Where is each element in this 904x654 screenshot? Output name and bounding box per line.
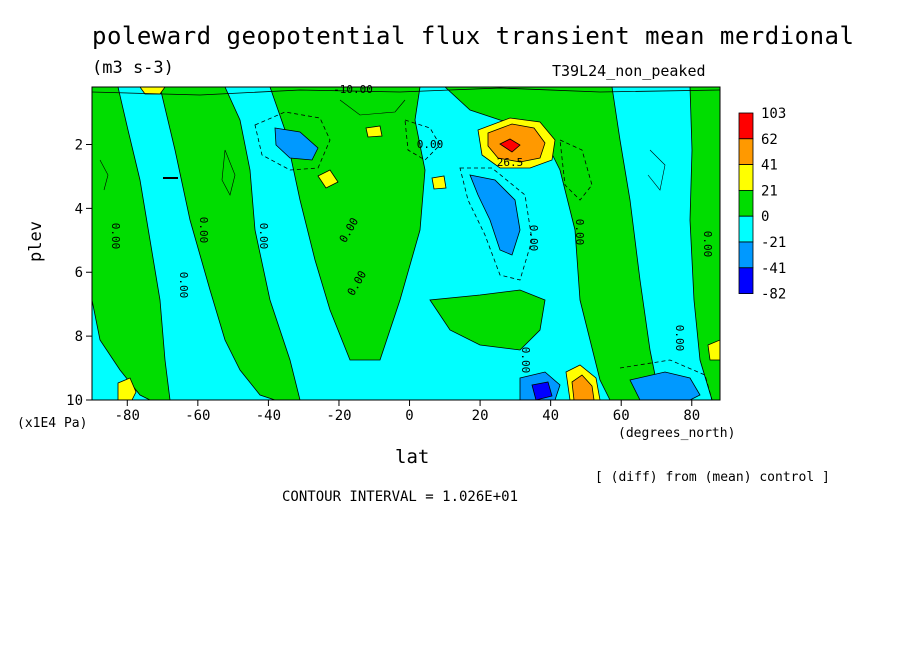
x-axis-units: (degrees_north)	[618, 426, 736, 441]
plot-frame	[91, 86, 721, 401]
contour-label: -10.00	[333, 83, 373, 96]
contour-label: 0.00	[701, 231, 714, 258]
legend-level-label: 62	[761, 132, 778, 148]
positive-maximum	[431, 175, 447, 190]
positive-maximum	[499, 138, 521, 153]
y-tick-label: 10	[66, 393, 83, 409]
chart-units: (m3 s-3)	[92, 58, 174, 78]
negative-contour	[459, 167, 533, 281]
x-axis-label: lat	[395, 446, 430, 468]
legend-level-label: 41	[761, 158, 778, 174]
contour-label: 0.00	[519, 347, 532, 374]
y-tick-label: 2	[75, 137, 83, 153]
y-ticks: 2 4 6 8 10	[66, 137, 92, 409]
contour-label: 0.00	[109, 223, 122, 250]
negative-contour	[404, 119, 441, 161]
contour-interval: CONTOUR INTERVAL = 1.026E+01	[282, 489, 519, 505]
positive-maximum	[317, 169, 339, 189]
legend-swatch	[738, 138, 754, 166]
run-label: T39L24_non_peaked	[552, 62, 706, 80]
y-axis-units: (x1E4 Pa)	[17, 416, 88, 431]
x-tick-label: -40	[256, 408, 281, 424]
contour-field	[92, 87, 720, 400]
x-tick-label: 60	[613, 408, 630, 424]
y-tick-label: 6	[75, 265, 83, 281]
x-tick-label: 0	[405, 408, 413, 424]
x-tick-label: 20	[472, 408, 489, 424]
contour-label: 0.00	[573, 219, 586, 246]
positive-maximum	[117, 377, 137, 400]
x-tick-label: -20	[326, 408, 351, 424]
positive-band	[689, 87, 720, 400]
color-legend: 103 62 41 21 0 -21 -41 -82	[738, 106, 786, 303]
x-ticks: -80 -60 -40 -20 0 20 40 60 80	[115, 400, 700, 424]
legend-swatch	[738, 112, 754, 140]
legend-swatch	[738, 267, 754, 294]
positive-band	[429, 289, 546, 351]
positive-maximum	[707, 339, 720, 361]
positive-maximum	[365, 125, 383, 138]
legend-level-label: 103	[761, 106, 786, 122]
negative-patch	[469, 174, 521, 256]
legend-level-label: 21	[761, 183, 778, 199]
y-tick-label: 8	[75, 329, 83, 345]
legend-swatch	[738, 241, 754, 269]
positive-band	[159, 87, 301, 400]
positive-band	[92, 87, 171, 400]
negative-contour	[559, 139, 593, 201]
y-tick-label: 4	[75, 201, 83, 217]
diff-note: [ (diff) from (mean) control ]	[595, 470, 830, 485]
thin-contour	[221, 149, 236, 196]
negative-patch	[531, 381, 553, 400]
thin-contour	[647, 149, 666, 191]
negative-contour	[254, 111, 331, 171]
legend-level-label: -82	[761, 287, 786, 303]
legend-swatch	[738, 164, 754, 191]
x-tick-label: -60	[185, 408, 210, 424]
top-contour	[92, 87, 720, 96]
x-tick-label: 80	[683, 408, 700, 424]
legend-swatch	[738, 215, 754, 243]
contour-label: 0.00	[417, 138, 444, 151]
chart-title: poleward geopotential flux transient mea…	[92, 22, 855, 50]
x-tick-label: 40	[542, 408, 559, 424]
legend-level-label: -41	[761, 261, 786, 277]
thin-contour	[99, 159, 109, 191]
negative-patch	[274, 127, 319, 161]
legend-level-label: -21	[761, 235, 786, 251]
contour-label: 0.00	[177, 272, 190, 299]
negative-patch	[629, 371, 701, 400]
contour-label: 26.5	[497, 156, 524, 169]
x-tick-label: -80	[115, 408, 140, 424]
contour-label: 0.00	[673, 325, 686, 352]
negative-contour	[619, 359, 713, 400]
contour-label: 0.00	[527, 225, 540, 252]
legend-level-label: 0	[761, 209, 769, 225]
contour-label: 0.00	[197, 217, 210, 244]
thin-contour	[339, 99, 406, 116]
legend-swatch	[738, 189, 754, 217]
positive-maximum	[571, 374, 595, 400]
contour-label: 0.00	[257, 223, 270, 250]
